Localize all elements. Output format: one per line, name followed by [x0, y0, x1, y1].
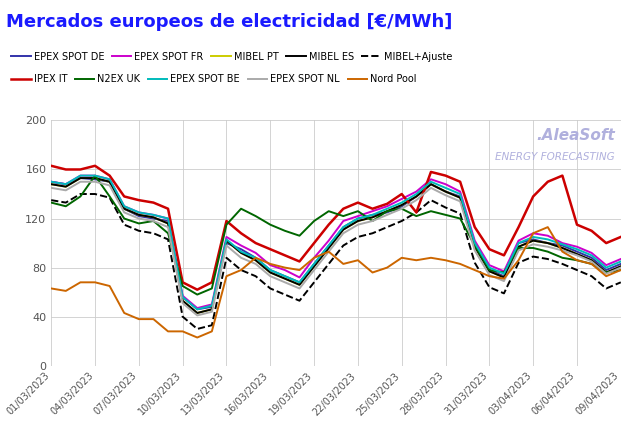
Text: Mercados europeos de electricidad [€/MWh]: Mercados europeos de electricidad [€/MWh… — [6, 13, 452, 31]
Text: .AleaSoft: .AleaSoft — [536, 128, 615, 143]
Legend: EPEX SPOT DE, EPEX SPOT FR, MIBEL PT, MIBEL ES, MIBEL+Ajuste: EPEX SPOT DE, EPEX SPOT FR, MIBEL PT, MI… — [12, 52, 452, 62]
Legend: IPEX IT, N2EX UK, EPEX SPOT BE, EPEX SPOT NL, Nord Pool: IPEX IT, N2EX UK, EPEX SPOT BE, EPEX SPO… — [12, 74, 417, 84]
Text: ENERGY FORECASTING: ENERGY FORECASTING — [495, 153, 615, 162]
